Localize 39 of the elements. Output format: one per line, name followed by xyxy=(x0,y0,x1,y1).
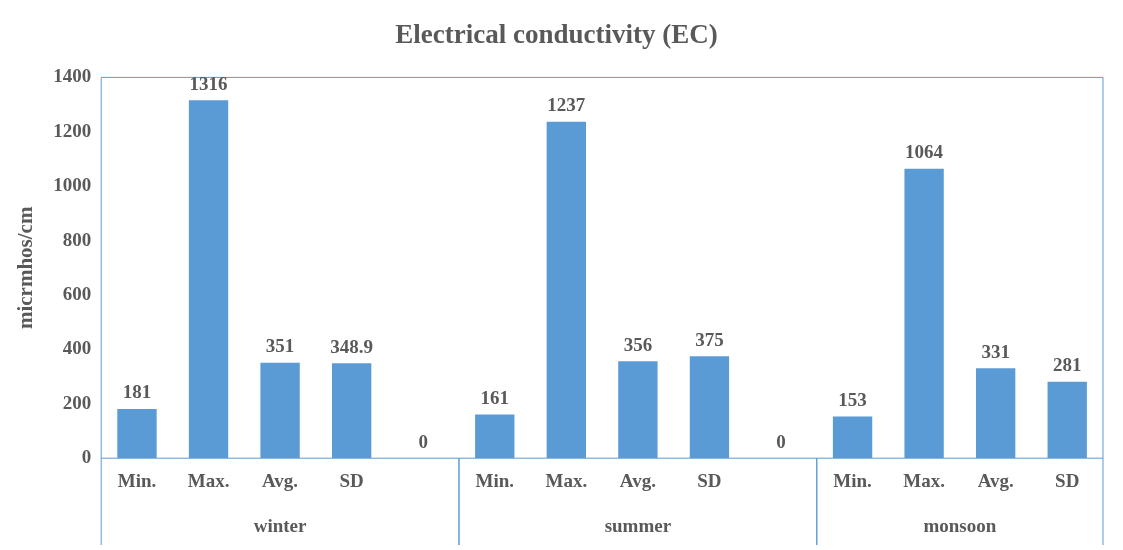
y-tick-label: 1200 xyxy=(53,119,92,141)
x-tick-label: Avg. xyxy=(977,469,1014,491)
data-label: 375 xyxy=(695,328,724,350)
data-label: 331 xyxy=(981,340,1010,362)
text: summer xyxy=(604,514,672,536)
x-tick-label: Max. xyxy=(903,469,945,491)
data-label: 1316 xyxy=(189,72,228,94)
data-label: 161 xyxy=(480,386,510,408)
x-tick-label: SD xyxy=(697,469,722,491)
data-label: 1064 xyxy=(905,141,944,163)
x-tick-label: Min. xyxy=(833,469,872,491)
y-tick-label: 600 xyxy=(62,282,92,304)
data-label: 1237 xyxy=(547,94,586,116)
data-label: 351 xyxy=(265,335,295,357)
x-tick-label: Avg. xyxy=(619,469,656,491)
x-tick-label: Min. xyxy=(117,469,157,491)
data-label: 281 xyxy=(1052,354,1082,376)
x-tick-label: Avg. xyxy=(262,469,299,491)
y-tick-label: 200 xyxy=(62,391,92,413)
y-tick-label: 0 xyxy=(81,446,92,468)
text: monsoon xyxy=(923,514,997,536)
data-label: 348.9 xyxy=(330,335,374,357)
y-tick-label: 1000 xyxy=(53,174,92,196)
y-tick-label: 800 xyxy=(62,228,92,250)
data-label: 0 xyxy=(776,430,786,452)
data-label: 153 xyxy=(838,388,867,410)
x-tick-label: Min. xyxy=(475,469,515,491)
y-tick-label: 400 xyxy=(62,337,92,359)
x-tick-label: SD xyxy=(1055,469,1080,491)
x-tick-label: SD xyxy=(339,469,364,491)
text: winter xyxy=(253,514,308,536)
x-tick-label: Max. xyxy=(545,469,588,491)
y-tick-label: 1400 xyxy=(53,65,92,87)
data-label: 356 xyxy=(623,333,653,355)
chart-title: Electrical conductivity (EC) xyxy=(395,19,718,50)
y-axis-title: micrmhos/cm xyxy=(13,206,38,330)
data-label: 181 xyxy=(122,381,152,403)
x-tick-label: Max. xyxy=(187,469,230,491)
data-label: 0 xyxy=(418,430,428,452)
